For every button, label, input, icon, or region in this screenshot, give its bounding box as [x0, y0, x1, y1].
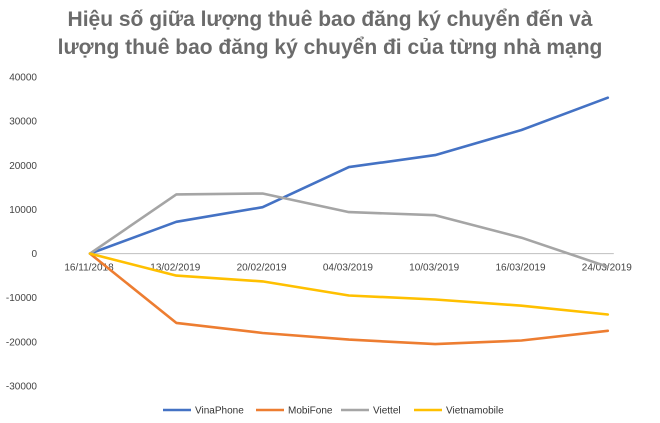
y-tick-label: 30000: [9, 117, 37, 128]
chart-legend: VinaPhone MobiFone Viettel Vietnamobile: [163, 406, 504, 417]
x-tick-label: 04/03/2019: [323, 263, 373, 274]
x-tick-label: 13/02/2019: [150, 263, 200, 274]
legend-label-vinaphone: VinaPhone: [195, 406, 244, 417]
chart-series-lines: [88, 96, 610, 346]
y-tick-label: -10000: [6, 293, 38, 304]
y-tick-label: 0: [31, 249, 37, 260]
chart-axes: 40000 30000 20000 10000 0 -10000 -20000 -30000 1…: [6, 73, 632, 393]
series-line-viettel: [88, 192, 610, 269]
x-tick-label: 20/02/2019: [237, 263, 287, 274]
legend-label-vietnamobile: Vietnamobile: [446, 406, 504, 417]
y-tick-label: -30000: [6, 382, 38, 393]
legend-label-viettel: Viettel: [373, 406, 401, 417]
y-tick-label: 10000: [9, 205, 37, 216]
x-tick-label: 24/03/2019: [582, 263, 632, 274]
chart-title-line-2: lượng thuê bao đăng ký chuyển đi của từn…: [57, 36, 603, 59]
y-tick-label: 40000: [9, 73, 37, 84]
chart-title-line-1: Hiệu số giữa lượng thuê bao đăng ký chuy…: [67, 8, 593, 31]
series-line-mobifone: [88, 252, 610, 346]
y-tick-label: 20000: [9, 161, 37, 172]
series-line-vinaphone: [88, 96, 610, 255]
legend-label-mobifone: MobiFone: [288, 406, 333, 417]
y-tick-label: -20000: [6, 337, 38, 348]
series-line-vietnamobile: [88, 252, 610, 316]
x-tick-label: 16/03/2019: [495, 263, 545, 274]
x-tick-label: 16/11/2018: [64, 263, 114, 274]
x-tick-label: 10/03/2019: [409, 263, 459, 274]
